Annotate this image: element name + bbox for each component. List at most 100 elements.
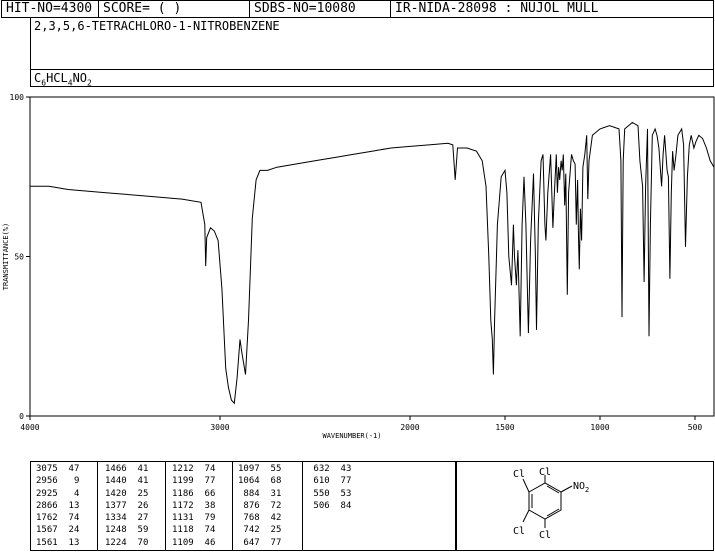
y-axis-label: TRANSMITTANCE(%) [2,223,10,290]
peak-row: 1109 46 [172,537,215,549]
y-tick-label: 0 [19,412,24,421]
peak-table-divider [232,461,233,551]
peak-wavenumber: 610 [308,476,330,487]
x-tick-label: 1000 [590,423,609,432]
peak-wavenumber: 1334 [105,513,127,524]
peak-wavenumber: 1420 [105,488,127,499]
peak-wavenumber: 1097 [238,464,260,474]
peak-transmittance: 66 [193,488,216,499]
plot-frame [29,96,715,417]
compound-panel: 2,3,5,6-TETRACHLORO-1-NITROBENZENE C6HCL… [30,17,714,87]
ir-spectrum-chart: 4000 3000 2000 1500 1000 500 0 50 100 WAVENUMBER(… [2,93,715,440]
compound-name: 2,3,5,6-TETRACHLORO-1-NITROBENZENE [34,19,280,33]
peak-row: 2866 13 [36,500,79,512]
x-tick-label: 4000 [20,423,39,432]
x-tick-label: 500 [688,423,703,432]
peak-wavenumber: 1064 [238,476,260,487]
peak-transmittance: 77 [259,537,282,548]
peak-row: 1567 24 [36,524,79,536]
peak-row: 632 43 [308,463,351,475]
peak-row: 550 53 [308,488,351,500]
peak-transmittance: 25 [259,525,282,536]
peak-table-divider [97,461,98,551]
x-tick-label: 1500 [495,423,514,432]
peak-transmittance: 25 [126,488,149,499]
peak-row: 2956 9 [36,475,79,487]
peak-transmittance: 46 [193,537,216,548]
peak-column: 1212 74 1199 77 1186 66 1172 38 1131 79 1118 … [172,463,215,549]
peak-table-divider [302,461,303,551]
score: SCORE= ( ) [98,0,250,18]
peak-row: 1172 38 [172,500,215,512]
peak-wavenumber: 647 [238,537,260,548]
peak-table [30,461,456,551]
y-tick-label: 50 [14,253,24,262]
peak-transmittance: 13 [57,537,80,548]
peak-transmittance: 74 [193,464,216,474]
peak-wavenumber: 768 [238,513,260,524]
peak-row: 1186 66 [172,488,215,500]
peak-wavenumber: 1762 [36,513,58,524]
peak-row: 884 31 [238,488,281,500]
peak-wavenumber: 876 [238,500,260,511]
structure-diagram: Cl Cl NO2 Cl Cl [513,467,589,541]
peak-wavenumber: 2925 [36,488,58,499]
peak-wavenumber: 2866 [36,500,58,511]
cl-label-top-right: Cl [539,467,551,478]
peak-transmittance: 41 [126,476,149,487]
peak-wavenumber: 1466 [105,464,127,474]
peak-row: 742 25 [238,524,281,536]
peak-transmittance: 84 [329,500,352,511]
peak-wavenumber: 742 [238,525,260,536]
peak-column: 1466 41 1440 41 1420 25 1377 26 1334 27 1248 … [105,463,148,549]
peak-row: 1224 70 [105,537,148,549]
compound-formula: C6HCL4NO2 [34,71,92,88]
peak-transmittance: 42 [259,513,282,524]
peak-wavenumber: 1118 [172,525,194,536]
cl-label-top-left: Cl [513,469,525,480]
peak-row: 1762 74 [36,512,79,524]
peak-row: 1199 77 [172,475,215,487]
cl-label-bottom-right: Cl [539,530,551,541]
peak-transmittance: 4 [57,488,80,499]
peak-wavenumber: 3075 [36,464,58,474]
peak-wavenumber: 1377 [105,500,127,511]
peak-wavenumber: 1172 [172,500,194,511]
cl-label-bottom-left: Cl [513,526,525,537]
peak-transmittance: 43 [329,464,352,474]
peak-transmittance: 72 [259,500,282,511]
nitro-label: NO2 [573,481,589,494]
peak-row: 1420 25 [105,488,148,500]
peak-transmittance: 70 [126,537,149,548]
peak-row: 506 84 [308,500,351,512]
peak-row: 3075 47 [36,463,79,475]
formula-divider [31,69,713,70]
peak-row: 1118 74 [172,524,215,536]
peak-transmittance: 41 [126,464,149,474]
peak-row: 1248 59 [105,524,148,536]
peak-wavenumber: 884 [238,488,260,499]
peak-column: 3075 47 2956 9 2925 4 2866 13 1762 74 1567 24… [36,463,79,549]
peak-transmittance: 74 [193,525,216,536]
peak-wavenumber: 1186 [172,488,194,499]
peak-wavenumber: 550 [308,488,330,499]
peak-row: 1561 13 [36,537,79,549]
peak-wavenumber: 1561 [36,537,58,548]
peak-row: 1440 41 [105,475,148,487]
x-axis-label: WAVENUMBER(-1) [322,432,381,440]
peak-transmittance: 77 [329,476,352,487]
ir-info: IR-NIDA-28098 : NUJOL MULL [390,0,714,18]
peak-transmittance: 38 [193,500,216,511]
peak-wavenumber: 1440 [105,476,127,487]
peak-row: 1466 41 [105,463,148,475]
peak-transmittance: 24 [57,525,80,536]
peak-wavenumber: 1199 [172,476,194,487]
peak-wavenumber: 1131 [172,513,194,524]
peak-transmittance: 53 [329,488,352,499]
peak-wavenumber: 1567 [36,525,58,536]
peak-row: 2925 4 [36,488,79,500]
peak-wavenumber: 1248 [105,525,127,536]
peak-column: 1097 55 1064 68 884 31 876 72 768 42 742 … [238,463,281,549]
benzene-ring [528,482,562,520]
peak-row: 610 77 [308,475,351,487]
